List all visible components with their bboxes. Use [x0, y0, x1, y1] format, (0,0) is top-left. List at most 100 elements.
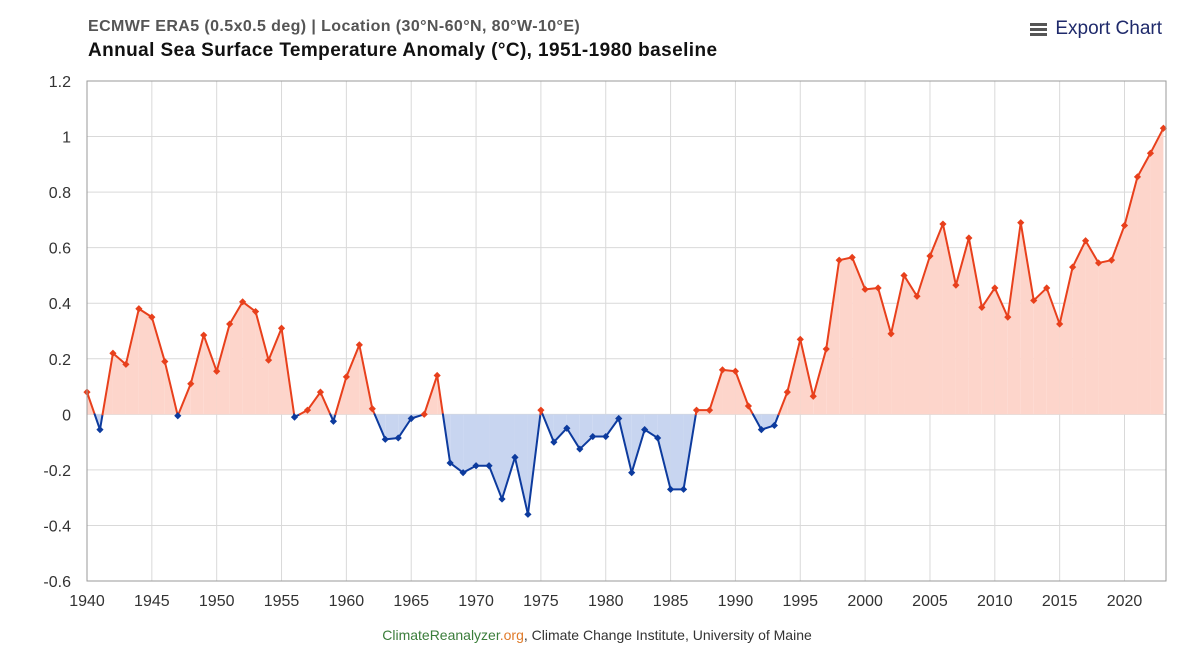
positive-line-segment	[877, 286, 893, 335]
negative-anomaly-area	[514, 414, 528, 515]
data-point-2012	[1017, 219, 1025, 227]
positive-anomaly-area	[968, 237, 982, 415]
data-point-2020	[1120, 221, 1129, 230]
positive-anomaly-area	[1033, 287, 1047, 415]
data-point-1977	[563, 424, 571, 432]
negative-line-segment	[682, 413, 697, 491]
data-point-1968	[446, 459, 454, 467]
credit-site-link[interactable]: ClimateReanalyzer	[382, 627, 500, 643]
data-point-2017	[1081, 237, 1090, 245]
data-point-2001	[874, 284, 882, 292]
positive-line-segment	[345, 343, 361, 378]
positive-line-segment	[825, 259, 841, 351]
negative-anomaly-area	[385, 414, 399, 440]
y-tick-label: 0.8	[49, 185, 71, 202]
chart-subtitle: ECMWF ERA5 (0.5x0.5 deg) | Location (30°…	[88, 18, 581, 35]
positive-anomaly-area	[138, 308, 152, 415]
positive-line-segment	[86, 391, 96, 416]
positive-anomaly-area	[1007, 222, 1021, 415]
positive-line-segment	[890, 274, 906, 335]
data-point-1991	[744, 402, 753, 410]
positive-anomaly-area	[981, 287, 995, 415]
positive-line-segment	[1019, 221, 1035, 302]
data-point-1960	[342, 373, 350, 381]
positive-line-segment	[777, 391, 789, 416]
data-point-1999	[848, 253, 856, 261]
positive-line-segment	[101, 352, 114, 416]
y-tick-label: 0.6	[49, 241, 71, 258]
positive-anomaly-area	[216, 324, 230, 415]
data-point-1978	[576, 445, 584, 453]
positive-line-segment	[150, 316, 166, 363]
x-tick-label: 2015	[1042, 593, 1078, 610]
credit-site-tld[interactable]: .org	[499, 627, 524, 643]
positive-line-segment	[916, 255, 931, 298]
data-point-1988	[705, 406, 714, 414]
positive-line-segment	[189, 334, 205, 385]
positive-line-segment	[436, 374, 444, 416]
data-point-1987	[692, 406, 701, 414]
chart-title: Annual Sea Surface Temperature Anomaly (…	[88, 40, 718, 61]
x-tick-label: 1970	[458, 593, 494, 610]
export-chart-button[interactable]: Export Chart	[1030, 18, 1162, 40]
negative-anomaly-area	[502, 414, 515, 500]
data-point-1964	[394, 434, 402, 442]
data-point-1944	[135, 305, 143, 313]
data-point-1986	[679, 485, 688, 493]
y-tick-label: 0	[62, 407, 71, 424]
positive-line-segment	[202, 334, 218, 373]
negative-line-segment	[526, 413, 542, 516]
positive-line-segment	[334, 375, 348, 416]
positive-line-segment	[111, 352, 127, 366]
data-point-1951	[226, 320, 234, 328]
positive-line-segment	[1149, 127, 1165, 155]
positive-anomaly-area	[904, 275, 917, 415]
positive-line-segment	[786, 338, 802, 394]
positive-anomaly-area	[878, 287, 892, 415]
positive-line-segment	[241, 300, 257, 313]
positive-line-segment	[967, 236, 983, 309]
negative-line-segment	[441, 413, 452, 464]
data-point-1970	[472, 462, 480, 470]
positive-line-segment	[280, 327, 296, 416]
positive-line-segment	[358, 343, 374, 410]
data-point-2015	[1056, 320, 1064, 328]
positive-line-segment	[267, 327, 283, 362]
data-point-2016	[1069, 263, 1077, 271]
data-point-1989	[718, 366, 727, 374]
positive-line-segment	[980, 286, 996, 309]
positive-line-segment	[423, 374, 439, 416]
positive-anomaly-area	[1098, 260, 1112, 415]
data-point-1957	[303, 406, 312, 414]
x-axis-tick-labels: 1940 1945 1950 1955 1960 1965 1970 1975 1980 1985…	[69, 593, 1142, 610]
negative-anomaly-area	[657, 414, 671, 490]
positive-anomaly-area	[787, 339, 801, 415]
x-tick-label: 1940	[69, 593, 105, 610]
y-tick-label: -0.2	[43, 463, 71, 480]
data-point-1976	[550, 438, 558, 446]
positive-line-segment	[1084, 239, 1100, 264]
data-point-1949	[200, 331, 208, 339]
positive-anomaly-area	[800, 339, 814, 415]
positive-line-segment	[1071, 239, 1087, 269]
positive-line-segment	[708, 368, 724, 412]
positive-line-segment	[812, 348, 828, 398]
data-point-2014	[1043, 284, 1051, 292]
positive-anomaly-area	[994, 287, 1008, 415]
data-point-1994	[783, 388, 791, 396]
negative-line-segment	[617, 417, 633, 474]
chart-credit: ClimateReanalyzer.org, Climate Change In…	[0, 627, 1194, 643]
positive-anomaly-area	[1046, 287, 1060, 415]
data-point-2021	[1133, 173, 1142, 181]
data-point-1982	[628, 469, 636, 477]
data-point-1958	[316, 388, 325, 396]
positive-line-segment	[1058, 266, 1074, 326]
negative-anomaly-area	[450, 414, 464, 473]
data-point-1974	[524, 510, 532, 518]
negative-line-segment	[373, 413, 387, 441]
data-point-2003	[900, 271, 908, 280]
positive-line-segment	[993, 286, 1009, 319]
data-point-1969	[459, 469, 467, 477]
data-point-1950	[213, 367, 221, 375]
